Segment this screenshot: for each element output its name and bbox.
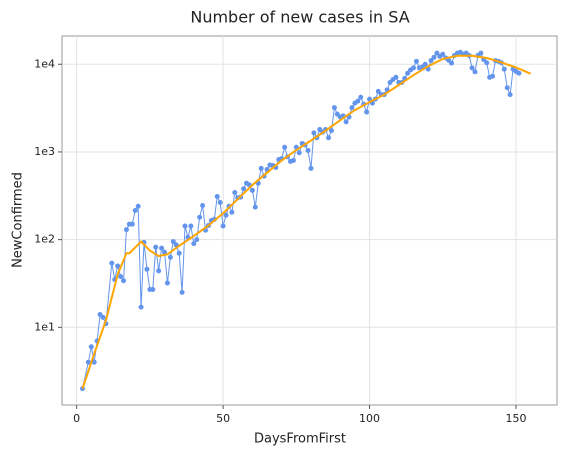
data-point: [115, 263, 121, 269]
data-point: [156, 268, 162, 274]
data-point: [88, 344, 94, 350]
y-axis-label: NewConfirmed: [11, 172, 26, 268]
data-point: [135, 203, 141, 209]
data-point: [375, 88, 381, 94]
data-point: [167, 254, 173, 260]
data-point: [431, 54, 437, 60]
data-point: [478, 50, 484, 56]
y-tick-label: 1e1: [34, 320, 55, 333]
y-tick-label: 1e3: [34, 145, 55, 158]
data-point: [197, 214, 203, 220]
data-point: [138, 304, 144, 310]
data-point: [410, 65, 416, 71]
data-point: [159, 245, 165, 251]
data-point: [150, 286, 156, 292]
data-point: [331, 105, 337, 111]
data-point: [413, 58, 419, 64]
data-point: [232, 189, 238, 195]
data-point: [91, 359, 97, 365]
data-point: [191, 241, 197, 247]
data-point: [85, 359, 91, 365]
data-point: [182, 223, 188, 229]
y-tick-label: 1e2: [34, 233, 55, 246]
data-point: [200, 202, 206, 208]
data-point: [144, 266, 150, 272]
data-point: [440, 51, 446, 57]
data-point: [349, 105, 355, 111]
data-point: [393, 74, 399, 80]
data-point: [296, 150, 302, 156]
data-point: [241, 186, 247, 192]
x-tick-label: 150: [505, 412, 526, 425]
data-point: [214, 194, 220, 200]
data-point: [405, 70, 411, 76]
data-point: [132, 207, 138, 213]
data-point: [153, 244, 159, 250]
data-point: [326, 135, 332, 141]
data-point: [449, 60, 455, 66]
data-point: [428, 58, 434, 64]
data-point: [282, 144, 288, 150]
data-point: [484, 60, 490, 66]
data-point: [100, 314, 106, 320]
data-point: [223, 212, 229, 218]
panel: [61, 35, 558, 406]
series-line: [81, 54, 532, 389]
x-tick-label: 50: [216, 412, 230, 425]
data-point: [504, 85, 510, 91]
data-point: [249, 187, 255, 193]
data-point: [364, 109, 370, 115]
data-point: [129, 221, 135, 227]
data-point: [217, 200, 223, 206]
data-point: [164, 280, 170, 286]
y-tick-label: 1e4: [34, 57, 55, 70]
data-point: [355, 98, 361, 104]
data-point: [123, 227, 129, 233]
data-point: [358, 94, 364, 100]
data-point: [188, 223, 194, 229]
data-point: [343, 119, 349, 125]
data-point: [305, 147, 311, 153]
data-point: [109, 260, 115, 266]
data-point: [472, 69, 478, 75]
data-point: [516, 70, 522, 76]
x-tick-label: 100: [359, 412, 380, 425]
data-point: [311, 130, 317, 136]
data-point: [290, 157, 296, 163]
data-point: [258, 165, 264, 171]
data-point: [194, 237, 200, 243]
chart-title: Number of new cases in SA: [190, 8, 409, 27]
data-point: [118, 273, 124, 279]
data-point: [469, 65, 475, 71]
data-point: [121, 278, 127, 284]
data-point: [176, 250, 182, 256]
data-point: [162, 249, 168, 255]
data-point: [220, 223, 226, 229]
data-point: [501, 66, 507, 72]
x-axis-label: DaysFromFirst: [254, 432, 346, 447]
data-point: [422, 61, 428, 67]
data-point: [507, 92, 513, 98]
data-point: [179, 289, 185, 295]
x-tick-label: 0: [73, 412, 80, 425]
data-point: [434, 50, 440, 56]
data-point: [490, 73, 496, 79]
data-point: [252, 204, 258, 210]
data-point: [229, 209, 235, 215]
data-point: [308, 165, 314, 171]
data-point: [328, 128, 334, 134]
data-point: [170, 239, 176, 245]
